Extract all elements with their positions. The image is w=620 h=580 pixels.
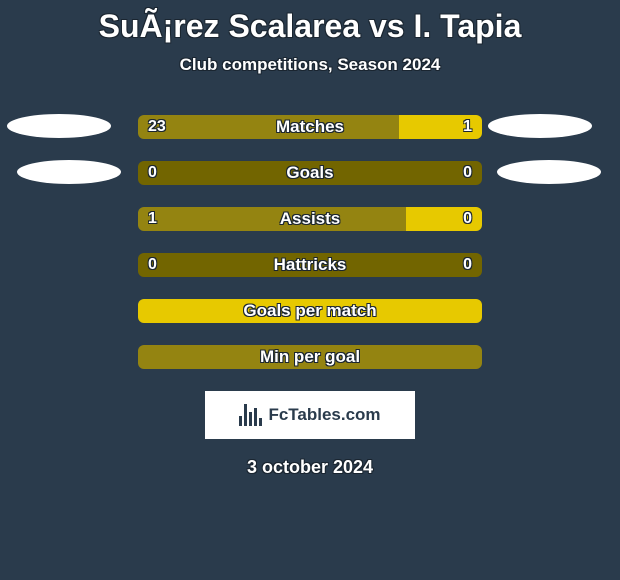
title: SuÃ¡rez Scalarea vs I. Tapia: [0, 8, 620, 45]
value-right: 1: [463, 118, 472, 136]
date-text: 3 october 2024: [0, 457, 620, 478]
stat-row: Min per goal: [0, 345, 620, 369]
value-right: 0: [463, 164, 472, 182]
value-right: 0: [463, 256, 472, 274]
player-silhouette-right: [488, 114, 592, 138]
stat-label: Goals per match: [243, 301, 376, 321]
comparison-card: SuÃ¡rez Scalarea vs I. Tapia Club compet…: [0, 0, 620, 478]
value-left: 23: [148, 118, 166, 136]
stat-row: 23 1 Matches: [0, 115, 620, 139]
stat-label: Min per goal: [260, 347, 360, 367]
value-left: 0: [148, 256, 157, 274]
logo-text: FcTables.com: [268, 405, 380, 425]
player-silhouette-right: [497, 160, 601, 184]
stat-label: Goals: [286, 163, 333, 183]
value-left: 0: [148, 164, 157, 182]
stat-row: Goals per match: [0, 299, 620, 323]
bar-area: 23 1 Matches: [138, 115, 482, 139]
stat-rows: 23 1 Matches 0 0 Goals 1 0 Assists 0 0 Hattricks Goa…: [0, 115, 620, 369]
stat-label: Assists: [280, 209, 340, 229]
stat-row: 0 0 Hattricks: [0, 253, 620, 277]
stat-row: 0 0 Goals: [0, 161, 620, 185]
player-silhouette-left: [17, 160, 121, 184]
bar-left: [138, 115, 399, 139]
bar-area: 1 0 Assists: [138, 207, 482, 231]
stat-label: Hattricks: [274, 255, 347, 275]
value-left: 1: [148, 210, 157, 228]
value-right: 0: [463, 210, 472, 228]
bar-area: 0 0 Hattricks: [138, 253, 482, 277]
stat-row: 1 0 Assists: [0, 207, 620, 231]
bar-area: Goals per match: [138, 299, 482, 323]
bar-left: [138, 207, 406, 231]
subtitle: Club competitions, Season 2024: [0, 55, 620, 75]
logo-bars-icon: [239, 404, 262, 426]
bar-area: Min per goal: [138, 345, 482, 369]
stat-label: Matches: [276, 117, 344, 137]
player-silhouette-left: [7, 114, 111, 138]
bar-area: 0 0 Goals: [138, 161, 482, 185]
logo-box: FcTables.com: [205, 391, 415, 439]
